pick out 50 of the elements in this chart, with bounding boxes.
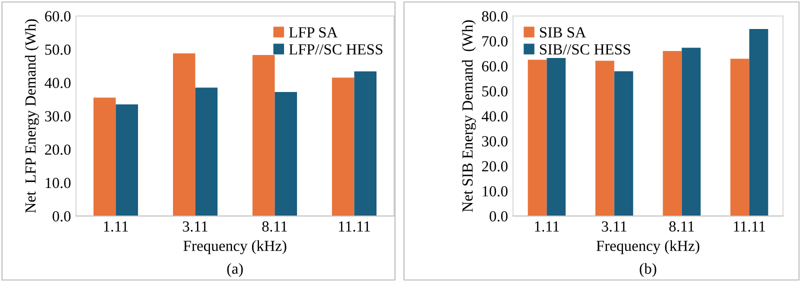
legend-label: SIB//SC HESS — [540, 44, 630, 55]
text: (b) — [640, 263, 656, 277]
y-tick-label: 0.0 — [490, 211, 508, 222]
legend-label: SIB SA — [540, 27, 586, 38]
bar — [595, 60, 614, 216]
text: (a) — [227, 263, 243, 277]
x-tick-label: 3.11 — [182, 221, 208, 232]
x-tick-label: 1.11 — [535, 221, 559, 232]
x-tick-label: 3.11 — [602, 221, 626, 232]
bar — [93, 98, 116, 216]
bar — [730, 58, 750, 216]
bar — [662, 51, 682, 216]
y-tick-label: 0.0 — [52, 211, 71, 222]
y-tick-label: 50.0 — [45, 44, 71, 55]
y-tick-label: 10.0 — [46, 178, 71, 188]
x-axis-title: Frequency (kHz) — [596, 240, 700, 254]
bar — [172, 53, 196, 216]
x-tick-label: 11.11 — [734, 221, 765, 232]
y-tick-label: 40.0 — [44, 78, 71, 88]
x-tick-label: 8.11 — [262, 221, 287, 232]
bar — [195, 88, 218, 216]
legend-label: LFP//SC HESS — [289, 44, 382, 55]
y-tick-label: 70.0 — [482, 36, 508, 47]
x-tick-label: 1.11 — [104, 221, 128, 232]
bar — [354, 71, 377, 216]
bar — [332, 78, 354, 216]
bar — [546, 58, 566, 216]
y-tick-label: 60.0 — [482, 61, 508, 72]
y-tick-label: 80.0 — [482, 11, 508, 22]
bar — [614, 71, 634, 216]
x-tick-label: 8.11 — [669, 221, 694, 232]
y-tick-label: 50.0 — [482, 86, 508, 97]
bar — [749, 29, 768, 216]
y-tick-label: 60.0 — [45, 11, 71, 22]
bar — [116, 104, 138, 216]
y-axis-title: Net LFP Energy Demand (Wh) — [24, 19, 39, 213]
y-tick-label: 20.0 — [482, 161, 508, 172]
y-tick-label: 30.0 — [45, 111, 71, 122]
x-axis-title: Frequency (kHz) — [183, 240, 286, 254]
y-axis-title: Net SIB Energy Demand (Wh) — [462, 20, 476, 212]
y-tick-label: 40.0 — [482, 111, 508, 122]
y-tick-label: 10.0 — [482, 186, 508, 197]
legend-label: LFP SA — [289, 27, 338, 38]
y-tick-label: 30.0 — [482, 136, 508, 147]
y-tick-label: 20.0 — [45, 144, 71, 155]
bar — [528, 60, 547, 216]
bar — [274, 92, 298, 216]
x-tick-label: 11.11 — [338, 221, 370, 232]
bar — [682, 48, 701, 216]
bar — [252, 55, 275, 216]
